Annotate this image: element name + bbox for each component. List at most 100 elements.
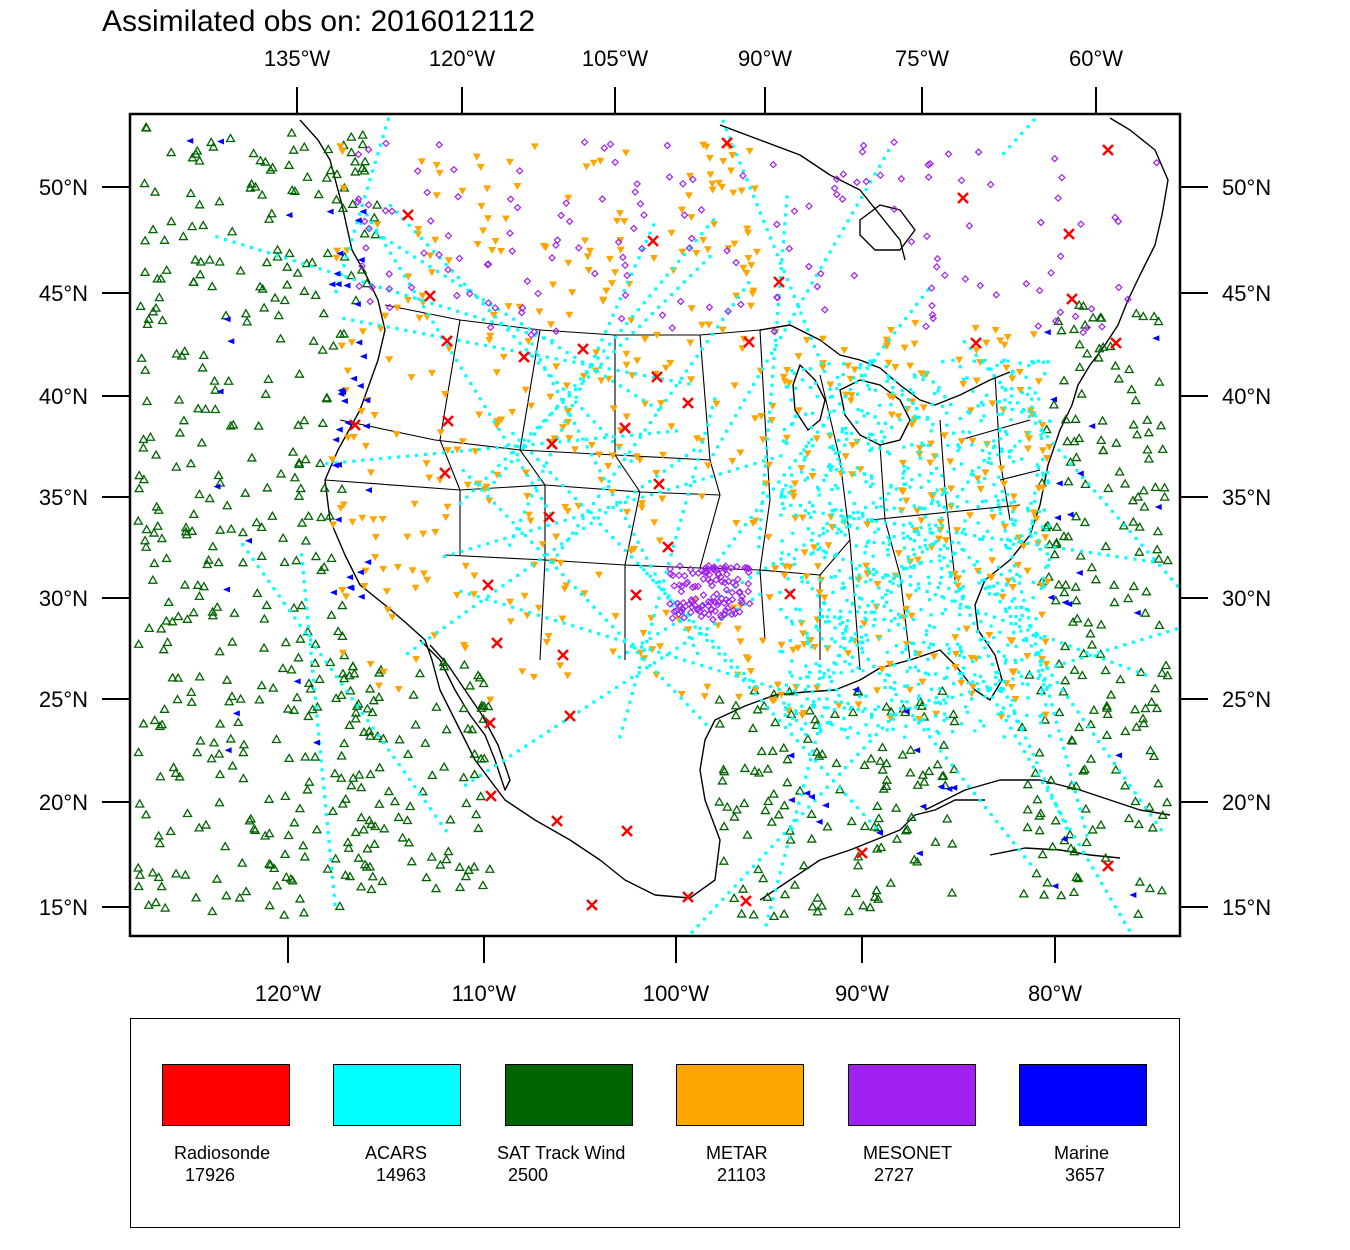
acars-marker (940, 567, 944, 571)
acars-marker (546, 523, 550, 528)
acars-marker (792, 557, 796, 561)
sat-track-wind-marker (349, 156, 361, 166)
acars-marker (692, 620, 696, 624)
acars-marker (1111, 32, 1114, 35)
acars-marker (970, 443, 974, 447)
sat-track-wind-marker (192, 145, 203, 155)
acars-marker (800, 576, 804, 580)
acars-marker (735, 672, 739, 676)
acars-marker (388, 251, 393, 255)
acars-marker (889, 590, 893, 594)
acars-marker (852, 376, 856, 380)
metar-marker (954, 575, 963, 583)
acars-marker (717, 646, 721, 650)
metar-marker (436, 429, 445, 437)
sat-track-wind-marker (324, 510, 336, 520)
acars-marker (810, 703, 815, 708)
acars-marker (1007, 606, 1012, 610)
acars-marker (579, 626, 583, 631)
sat-track-wind-marker (476, 700, 487, 710)
sat-track-wind-marker (1119, 780, 1131, 790)
metar-marker (523, 492, 532, 500)
acars-marker (413, 255, 417, 259)
acars-marker (360, 203, 364, 208)
metar-marker (579, 373, 588, 381)
sat-track-wind-marker (1022, 779, 1033, 789)
radiosonde-marker (630, 589, 642, 601)
sat-track-wind-marker (1070, 581, 1081, 591)
acars-marker (642, 373, 647, 378)
sat-track-wind-marker (1080, 803, 1091, 813)
acars-marker (1013, 734, 1017, 738)
metar-marker (458, 187, 467, 195)
sat-track-wind-marker (343, 842, 354, 852)
sat-track-wind-marker (275, 333, 286, 343)
metar-marker (757, 412, 766, 420)
metar-marker (729, 189, 738, 197)
acars-marker (787, 491, 791, 495)
mesonet-marker (680, 613, 689, 622)
acars-marker (384, 126, 388, 130)
acars-marker (981, 448, 985, 453)
acars-marker (807, 511, 811, 516)
acars-marker (947, 651, 951, 655)
acars-marker (793, 689, 797, 693)
acars-marker (306, 624, 311, 629)
metar-marker (542, 638, 551, 646)
acars-marker (892, 522, 897, 526)
metar-marker (780, 378, 789, 386)
acars-marker (659, 406, 663, 410)
acars-marker (469, 381, 473, 386)
acars-marker (460, 549, 464, 553)
marine-marker (787, 796, 795, 803)
acars-marker (994, 494, 998, 498)
metar-marker (959, 380, 968, 388)
mesonet-marker (790, 207, 799, 216)
acars-marker (982, 724, 986, 728)
acars-marker (1036, 359, 1040, 363)
metar-marker (813, 684, 822, 692)
acars-marker (830, 637, 834, 641)
radiosonde-marker (651, 371, 663, 383)
metar-marker (366, 660, 375, 668)
acars-marker (821, 549, 825, 553)
acars-marker (759, 699, 763, 703)
acars-marker (994, 670, 998, 675)
sat-track-wind-marker (730, 700, 742, 710)
sat-track-wind-marker (350, 827, 361, 837)
metar-marker (596, 157, 605, 165)
acars-marker (944, 701, 948, 705)
acars-marker (585, 437, 589, 441)
sat-track-wind-marker (179, 345, 190, 355)
acars-marker (352, 459, 356, 463)
acars-marker (721, 897, 725, 901)
acars-marker (637, 665, 642, 670)
radiosonde-marker (518, 351, 530, 363)
acars-marker (833, 483, 838, 488)
acars-marker (1004, 718, 1008, 723)
acars-marker (926, 443, 930, 447)
marine-marker (334, 461, 342, 468)
mesonet-marker (813, 282, 822, 291)
acars-marker (808, 500, 812, 505)
mesonet-marker (1077, 220, 1085, 229)
acars-marker (544, 418, 548, 422)
acars-marker (1010, 394, 1014, 398)
metar-marker (906, 362, 915, 370)
acars-marker (1053, 545, 1057, 549)
acars-marker (889, 608, 893, 613)
sat-track-wind-marker (160, 902, 171, 912)
sat-track-wind-marker (739, 798, 750, 808)
sat-track-wind-marker (1098, 445, 1109, 455)
acars-marker (432, 452, 437, 456)
acars-marker (912, 530, 916, 534)
acars-marker (561, 573, 565, 577)
metar-marker (789, 489, 798, 497)
acars-marker (782, 701, 786, 705)
acars-marker (799, 451, 803, 456)
acars-marker (573, 384, 577, 388)
acars-marker (387, 288, 391, 292)
acars-marker (930, 402, 934, 406)
acars-marker (563, 518, 567, 522)
metar-marker (742, 654, 751, 662)
